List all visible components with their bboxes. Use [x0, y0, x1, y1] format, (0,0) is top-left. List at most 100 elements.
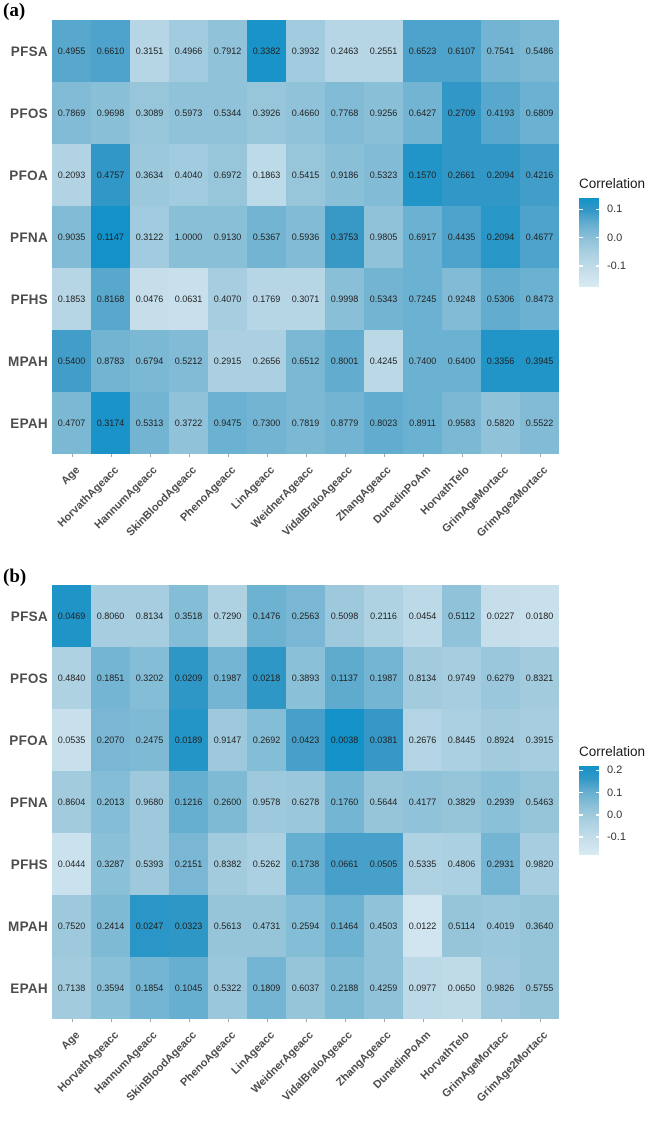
heatmap-cell: 0.2094: [481, 206, 520, 268]
heatmap-cell: 0.4731: [247, 895, 286, 957]
heatmap-cell: 0.6794: [130, 330, 169, 392]
y-axis-label: EPAH: [10, 980, 48, 996]
x-axis-tick: [305, 454, 307, 457]
heatmap-cell: 0.3518: [169, 585, 208, 647]
heatmap-cell: 0.1147: [91, 206, 130, 268]
y-axis-label: PFHS: [10, 291, 48, 307]
legend-gradient-bar: [579, 766, 599, 855]
heatmap-cell: 0.4757: [91, 144, 130, 206]
heatmap-cell: 0.0122: [403, 895, 442, 957]
panel-a-y-axis: PFSA PFOS PFOA PFNA PFHS MPAH EPAH: [0, 20, 48, 454]
heatmap-cell: 0.3122: [130, 206, 169, 268]
x-axis-tick: [71, 454, 73, 457]
heatmap-cell: 0.1137: [325, 647, 364, 709]
legend-tick-mark: [579, 814, 583, 816]
heatmap-cell: 0.3753: [325, 206, 364, 268]
legend-colorbar: 0.2 0.1 0.0 -0.1: [579, 764, 654, 855]
heatmap-cell: 0.6427: [403, 82, 442, 144]
panel-a-heatmap-grid: 0.4955 0.6610 0.3151 0.4966 0.7912 0.3382 0.39…: [52, 20, 559, 454]
y-axis-label: PFNA: [10, 229, 48, 245]
heatmap-cell: 0.7300: [247, 392, 286, 454]
heatmap-cell: 0.1045: [169, 957, 208, 1019]
heatmap-cell: 0.4259: [364, 957, 403, 1019]
heatmap-cell: 0.0650: [442, 957, 481, 1019]
legend-tick-label: 0.0: [607, 808, 623, 821]
x-axis-label: Age: [58, 464, 82, 488]
heatmap-cell: 0.4177: [403, 771, 442, 833]
heatmap-cell: 0.9820: [520, 833, 559, 895]
heatmap-cell: 0.6972: [208, 144, 247, 206]
heatmap-cell: 0.1987: [208, 647, 247, 709]
heatmap-cell: 0.2594: [286, 895, 325, 957]
x-axis-label: VidalBraloAgeacc: [280, 464, 355, 539]
heatmap-cell: 0.5112: [442, 585, 481, 647]
heatmap-cell: 0.2656: [247, 330, 286, 392]
legend-tick-label: -0.1: [607, 831, 626, 844]
heatmap-cell: 0.5936: [286, 206, 325, 268]
heatmap-cell: 0.2414: [91, 895, 130, 957]
heatmap-cell: 0.1738: [286, 833, 325, 895]
heatmap-cell: 0.4955: [52, 20, 91, 82]
heatmap-cell: 0.1464: [325, 895, 364, 957]
heatmap-cell: 0.5486: [520, 20, 559, 82]
heatmap-cell: 0.7869: [52, 82, 91, 144]
heatmap-cell: 0.3202: [130, 647, 169, 709]
heatmap-cell: 0.1809: [247, 957, 286, 1019]
heatmap-cell: 0.3071: [286, 268, 325, 330]
x-axis-tick: [149, 1019, 151, 1022]
panel-a-x-axis: Age HorvathAgeacc HannumAgeacc SkinBloodAge…: [52, 459, 559, 563]
heatmap-cell: 0.8779: [325, 392, 364, 454]
heatmap-cell: 0.5306: [481, 268, 520, 330]
x-axis-tick: [344, 1019, 346, 1022]
heatmap-cell: 0.8023: [364, 392, 403, 454]
heatmap-cell: 0.5367: [247, 206, 286, 268]
heatmap-cell: 0.9130: [208, 206, 247, 268]
legend-gradient-bar: [579, 198, 599, 287]
heatmap-cell: 0.3926: [247, 82, 286, 144]
heatmap-cell: 0.0381: [364, 709, 403, 771]
y-axis-label: PFOA: [9, 167, 48, 183]
heatmap-cell: 0.3089: [130, 82, 169, 144]
heatmap-cell: 0.9698: [91, 82, 130, 144]
panel-b-tag: (b): [3, 566, 27, 587]
legend-tick-mark: [595, 814, 599, 816]
heatmap-cell: 0.0423: [286, 709, 325, 771]
y-axis-label: PFOS: [10, 670, 48, 686]
x-axis-tick: [539, 454, 541, 457]
heatmap-cell: 0.3174: [91, 392, 130, 454]
heatmap-cell: 0.5644: [364, 771, 403, 833]
heatmap-cell: 0.9186: [325, 144, 364, 206]
heatmap-cell: 0.0209: [169, 647, 208, 709]
heatmap-cell: 0.1863: [247, 144, 286, 206]
heatmap-cell: 0.4019: [481, 895, 520, 957]
heatmap-cell: 0.9805: [364, 206, 403, 268]
legend-tick-mark: [595, 836, 599, 838]
legend-title: Correlation: [579, 176, 646, 191]
heatmap-cell: 0.9680: [130, 771, 169, 833]
x-axis-tick: [500, 454, 502, 457]
x-axis-label: GrimAge2Mortacc: [474, 464, 550, 540]
heatmap-cell: 0.3640: [520, 895, 559, 957]
heatmap-cell: 0.5313: [130, 392, 169, 454]
x-axis-tick: [227, 1019, 229, 1022]
x-axis-tick: [305, 1019, 307, 1022]
x-axis-tick: [110, 1019, 112, 1022]
heatmap-cell: 0.1216: [169, 771, 208, 833]
heatmap-cell: 0.8924: [481, 709, 520, 771]
panel-a-legend: Correlation 0.1 0.0 -0.1: [579, 176, 654, 287]
heatmap-cell: 0.1769: [247, 268, 286, 330]
panel-a-x-axis-ticks: [52, 454, 559, 458]
heatmap-cell: 0.9248: [442, 268, 481, 330]
heatmap-cell: 0.3151: [130, 20, 169, 82]
heatmap-cell: 0.6610: [91, 20, 130, 82]
heatmap-cell: 0.4193: [481, 82, 520, 144]
heatmap-cell: 0.7245: [403, 268, 442, 330]
heatmap-cell: 0.0505: [364, 833, 403, 895]
x-axis-tick: [539, 1019, 541, 1022]
heatmap-cell: 0.6917: [403, 206, 442, 268]
heatmap-cell: 0.0454: [403, 585, 442, 647]
x-axis-tick: [500, 1019, 502, 1022]
y-axis-label: EPAH: [10, 415, 48, 431]
heatmap-cell: 0.6037: [286, 957, 325, 1019]
